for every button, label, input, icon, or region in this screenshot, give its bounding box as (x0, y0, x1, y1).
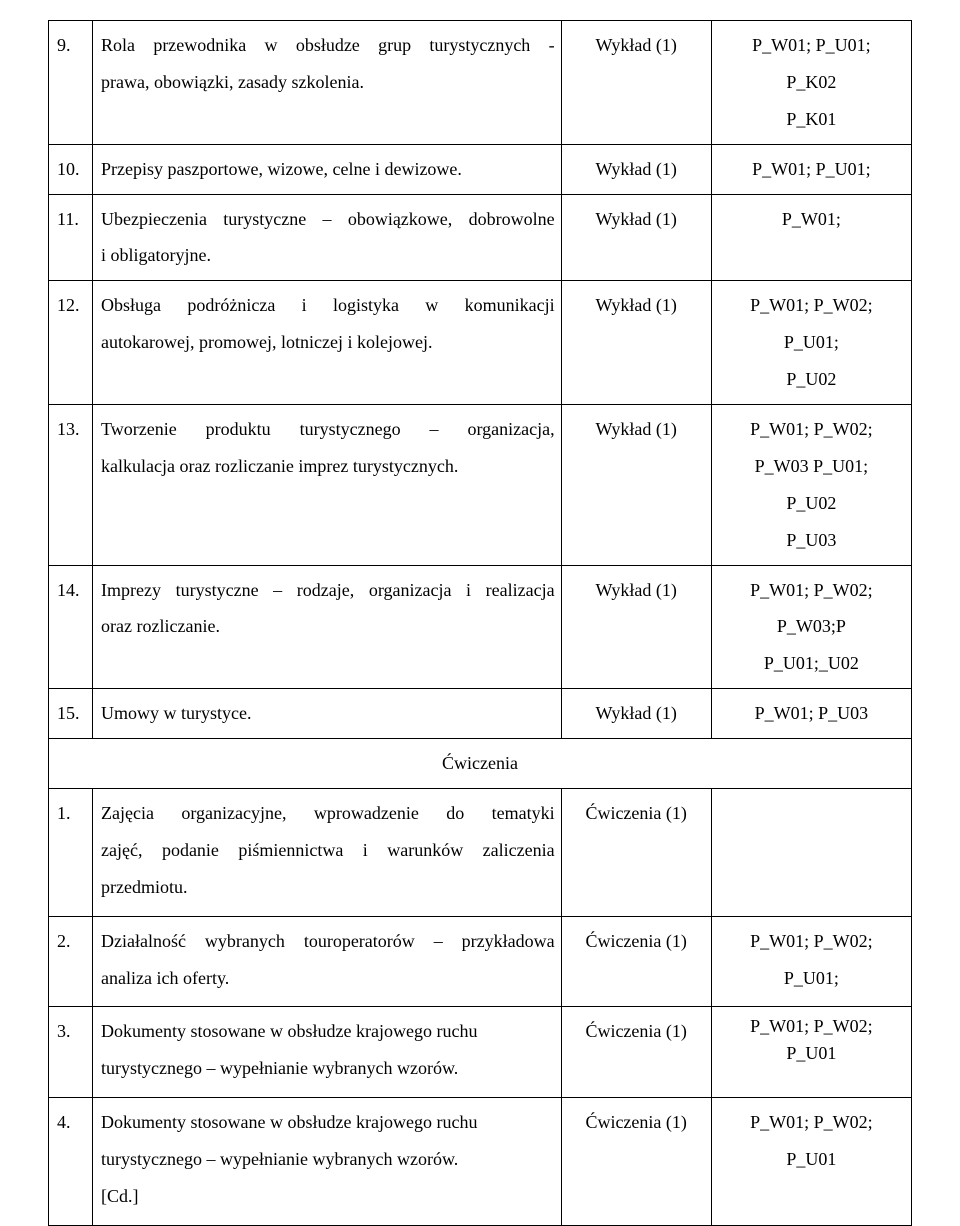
table-row: 10.Przepisy paszportowe, wizowe, celne i… (49, 144, 912, 194)
row-description: Zajęcia organizacyjne, wprowadzenie do t… (93, 789, 562, 917)
row-type: Ćwiczenia (1) (561, 789, 711, 917)
row-description: Umowy w turystyce. (93, 689, 562, 739)
section-header-row: Ćwiczenia (49, 739, 912, 789)
row-type: Wykład (1) (561, 194, 711, 281)
row-type: Ćwiczenia (1) (561, 916, 711, 1007)
row-number: 3. (49, 1007, 93, 1098)
row-type: Ćwiczenia (1) (561, 1098, 711, 1226)
row-number: 2. (49, 916, 93, 1007)
row-code: P_W01; P_W02;P_U01;P_U02 (711, 281, 911, 405)
syllabus-table: 9.Rola przewodnika w obsłudze grup turys… (48, 20, 912, 1226)
row-code (711, 789, 911, 917)
table-row: 2.Działalność wybranych touroperatorów –… (49, 916, 912, 1007)
row-code: P_W01; P_U03 (711, 689, 911, 739)
row-number: 11. (49, 194, 93, 281)
row-description: Działalność wybranych touroperatorów – p… (93, 916, 562, 1007)
row-type: Wykład (1) (561, 21, 711, 145)
table-row: 11.Ubezpieczenia turystyczne – obowiązko… (49, 194, 912, 281)
row-number: 1. (49, 789, 93, 917)
row-number: 13. (49, 405, 93, 566)
row-description: Tworzenie produktu turystycznego – organ… (93, 405, 562, 566)
row-type: Wykład (1) (561, 281, 711, 405)
row-description: Przepisy paszportowe, wizowe, celne i de… (93, 144, 562, 194)
table-row: 3.Dokumenty stosowane w obsłudze krajowe… (49, 1007, 912, 1098)
table-row: 1.Zajęcia organizacyjne, wprowadzenie do… (49, 789, 912, 917)
row-type: Wykład (1) (561, 565, 711, 689)
row-number: 14. (49, 565, 93, 689)
row-type: Wykład (1) (561, 689, 711, 739)
row-number: 9. (49, 21, 93, 145)
row-description: Dokumenty stosowane w obsłudze krajowego… (93, 1007, 562, 1098)
row-description: Obsługa podróżnicza i logistyka w komuni… (93, 281, 562, 405)
table-row: 15.Umowy w turystyce.Wykład (1)P_W01; P_… (49, 689, 912, 739)
row-code: P_W01; P_U01;P_K02P_K01 (711, 21, 911, 145)
row-type: Wykład (1) (561, 144, 711, 194)
table-row: 13.Tworzenie produktu turystycznego – or… (49, 405, 912, 566)
section-header-cell: Ćwiczenia (49, 739, 912, 789)
table-row: 12.Obsługa podróżnicza i logistyka w kom… (49, 281, 912, 405)
table-row: 9.Rola przewodnika w obsłudze grup turys… (49, 21, 912, 145)
row-number: 15. (49, 689, 93, 739)
row-type: Ćwiczenia (1) (561, 1007, 711, 1098)
row-description: Imprezy turystyczne – rodzaje, organizac… (93, 565, 562, 689)
row-code: P_W01; P_U01; (711, 144, 911, 194)
row-code: P_W01; P_W02;P_W03 P_U01;P_U02P_U03 (711, 405, 911, 566)
row-code: P_W01; P_W02;P_U01 (711, 1007, 911, 1098)
row-description: Dokumenty stosowane w obsłudze krajowego… (93, 1098, 562, 1226)
row-description: Ubezpieczenia turystyczne – obowiązkowe,… (93, 194, 562, 281)
row-code: P_W01; P_W02;P_U01; (711, 916, 911, 1007)
row-number: 4. (49, 1098, 93, 1226)
row-description: Rola przewodnika w obsłudze grup turysty… (93, 21, 562, 145)
row-number: 10. (49, 144, 93, 194)
row-code: P_W01; P_W02;P_U01 (711, 1098, 911, 1226)
row-type: Wykład (1) (561, 405, 711, 566)
row-code: P_W01; P_W02;P_W03;PP_U01;_U02 (711, 565, 911, 689)
row-code: P_W01; (711, 194, 911, 281)
table-row: 14.Imprezy turystyczne – rodzaje, organi… (49, 565, 912, 689)
table-row: 4.Dokumenty stosowane w obsłudze krajowe… (49, 1098, 912, 1226)
row-number: 12. (49, 281, 93, 405)
